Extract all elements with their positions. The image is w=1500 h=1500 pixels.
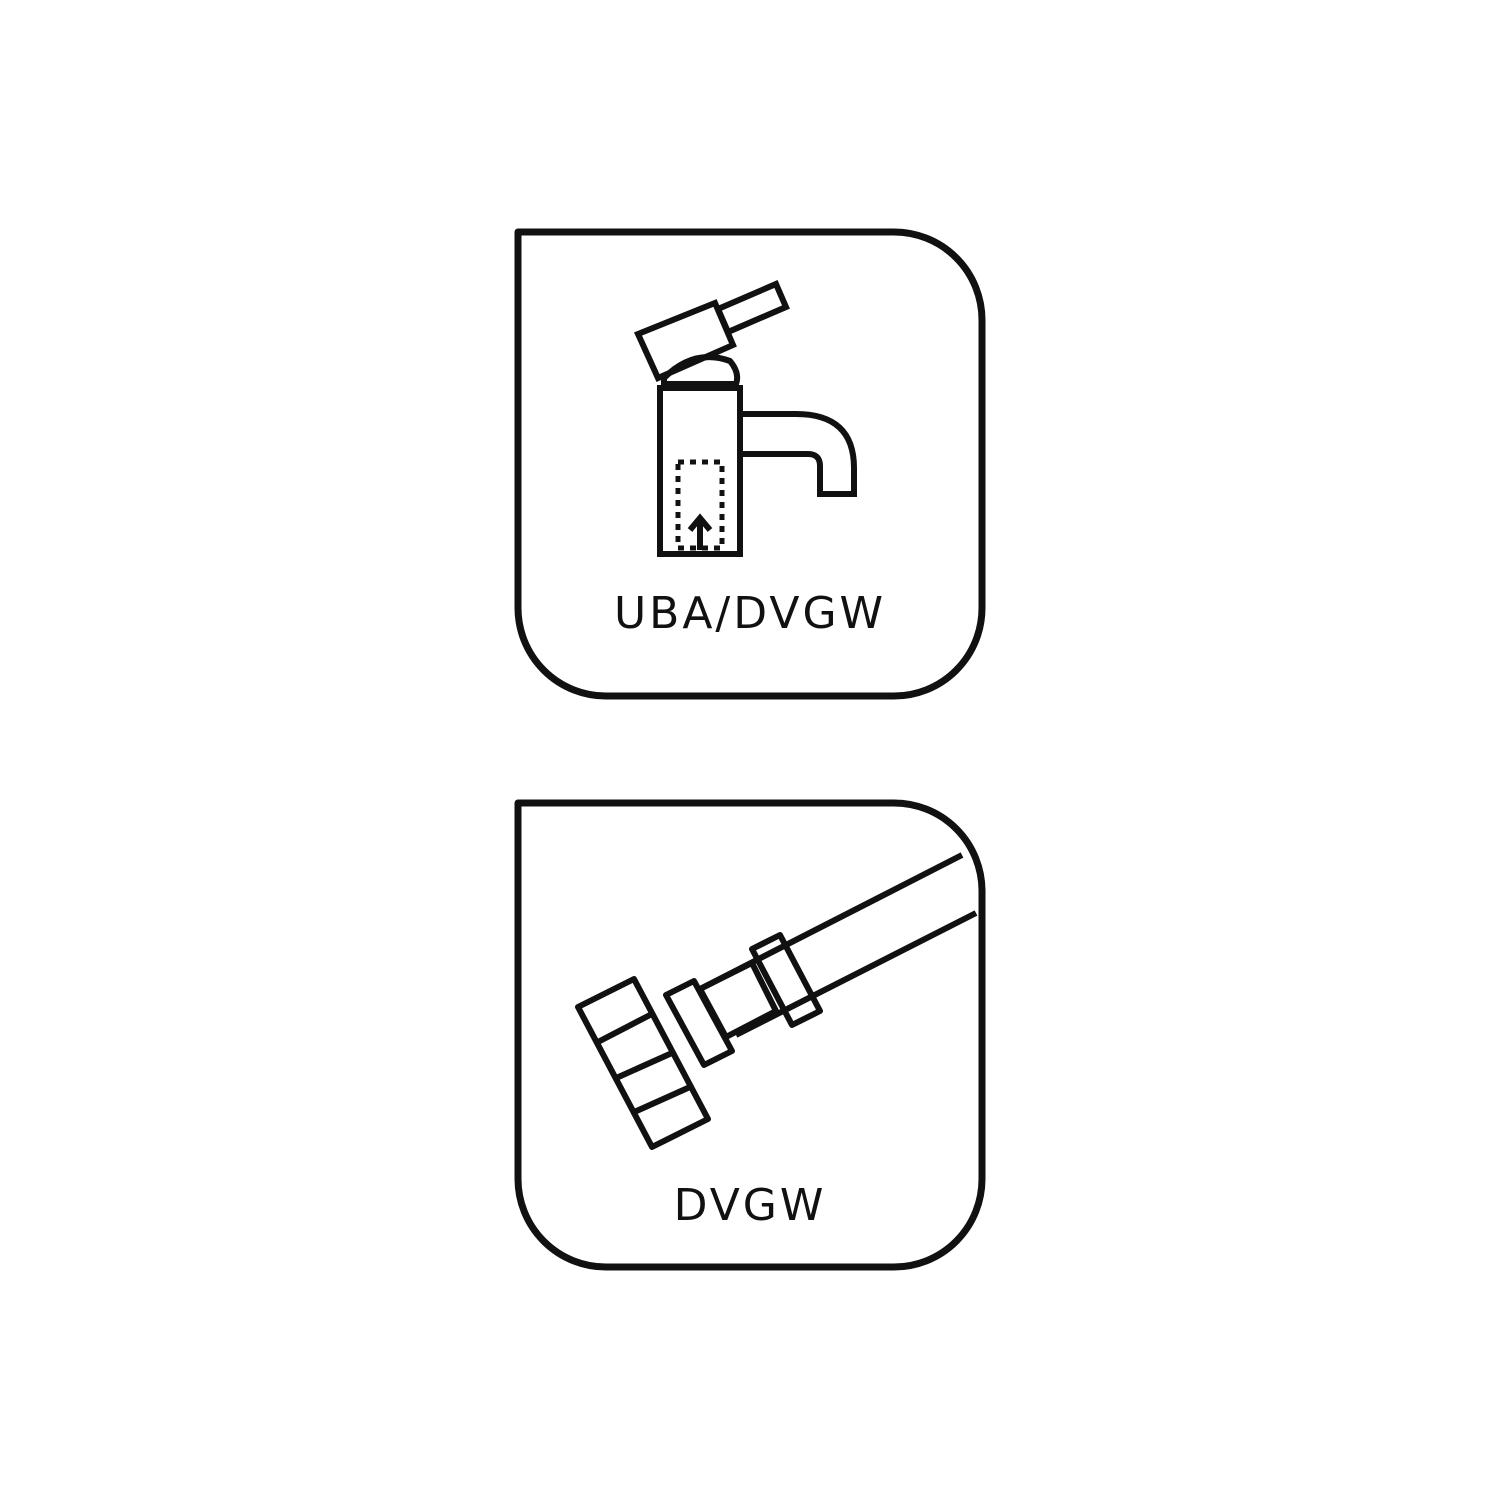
badge-frame	[514, 799, 986, 1271]
badge-uba-dvgw: UBA/DVGW	[514, 228, 986, 700]
hose-connector-icon	[575, 852, 978, 1150]
badge-frame	[514, 228, 986, 700]
badge-label: DVGW	[673, 1180, 827, 1231]
faucet-icon	[633, 280, 857, 557]
badge-dvgw: DVGW	[514, 799, 986, 1271]
badge-label: UBA/DVGW	[613, 588, 887, 639]
